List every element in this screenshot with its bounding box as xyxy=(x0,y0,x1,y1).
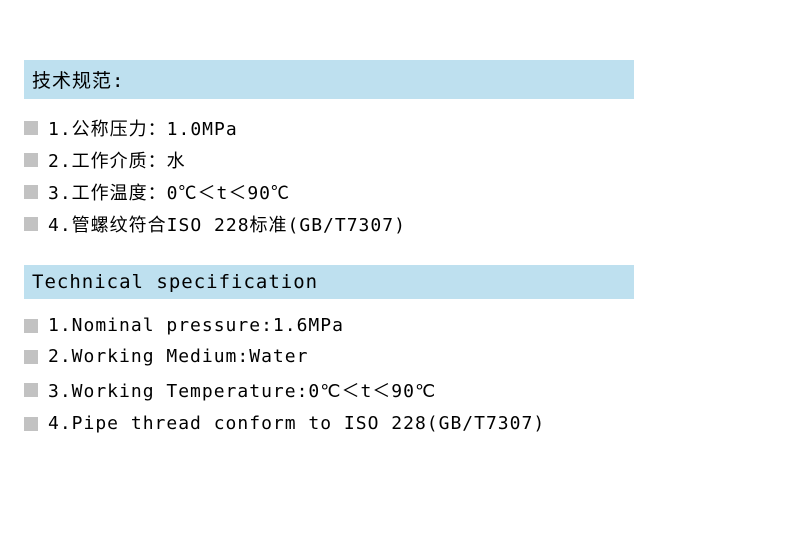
spec-item: 4.管螺纹符合ISO 228标准(GB/T7307) xyxy=(24,211,800,237)
spec-item: 1.Nominal pressure:1.6MPa xyxy=(24,315,800,336)
spec-item: 2.工作介质：水 xyxy=(24,147,800,173)
bullet-icon xyxy=(24,350,38,364)
spec-text: 2.工作介质：水 xyxy=(48,147,186,173)
spec-text: 4.管螺纹符合ISO 228标准(GB/T7307) xyxy=(48,211,406,237)
section-title-en: Technical specification xyxy=(32,271,318,293)
bullet-icon xyxy=(24,319,38,333)
spec-text: 1.公称压力：1.0MPa xyxy=(48,115,238,141)
bullet-icon xyxy=(24,417,38,431)
bullet-icon xyxy=(24,185,38,199)
section-header-en: Technical specification xyxy=(24,265,634,299)
bullet-icon xyxy=(24,121,38,135)
spec-text: 3.工作温度：0℃＜t＜90℃ xyxy=(48,179,290,205)
spec-text: 2.Working Medium:Water xyxy=(48,346,308,367)
bullet-icon xyxy=(24,153,38,167)
section-header-cn: 技术规范: xyxy=(24,60,634,99)
spec-item: 3.工作温度：0℃＜t＜90℃ xyxy=(24,179,800,205)
spec-list-en: 1.Nominal pressure:1.6MPa 2.Working Medi… xyxy=(24,315,800,434)
spec-item: 2.Working Medium:Water xyxy=(24,346,800,367)
bullet-icon xyxy=(24,217,38,231)
spec-text: 4.Pipe thread conform to ISO 228(GB/T730… xyxy=(48,413,545,434)
spec-item: 3.Working Temperature:0℃＜t＜90℃ xyxy=(24,377,800,403)
spec-text: 3.Working Temperature:0℃＜t＜90℃ xyxy=(48,377,436,403)
spec-item: 1.公称压力：1.0MPa xyxy=(24,115,800,141)
bullet-icon xyxy=(24,383,38,397)
section-title-cn: 技术规范: xyxy=(32,70,124,92)
spec-item: 4.Pipe thread conform to ISO 228(GB/T730… xyxy=(24,413,800,434)
spec-text: 1.Nominal pressure:1.6MPa xyxy=(48,315,344,336)
spec-list-cn: 1.公称压力：1.0MPa 2.工作介质：水 3.工作温度：0℃＜t＜90℃ 4… xyxy=(24,115,800,237)
